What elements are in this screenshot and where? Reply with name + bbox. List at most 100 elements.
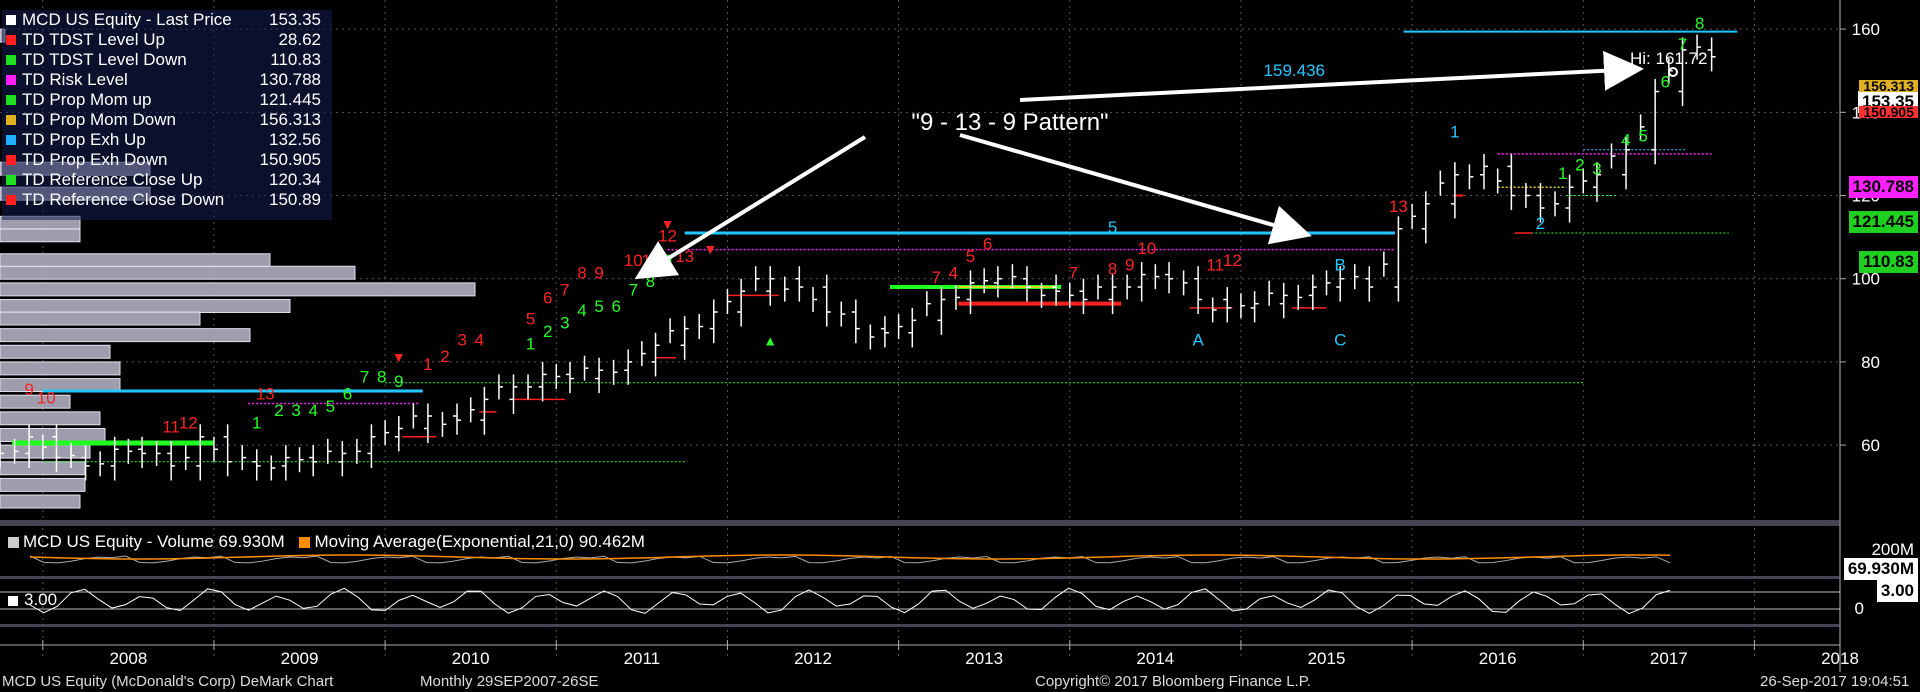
volume-profile-bar [0,265,356,280]
sell-arrow-icon: ▼ [392,349,406,365]
footer-bar: MCD US Equity (McDonald's Corp) DeMark C… [0,672,1920,692]
footer-copyright: Copyright© 2017 Bloomberg Finance L.P. [1035,673,1311,690]
price-tag-tdst-down: 110.83 [1858,251,1918,273]
demark-count: 7 [932,268,941,287]
demark-count: 12 [658,226,677,245]
price-tag-prop-mom-up-text: 121.445 [1852,212,1914,231]
panel-divider [0,624,1840,627]
legend-swatch [6,175,16,185]
demark-count: 1 [1558,164,1567,183]
demark-count: 4 [475,330,484,349]
high-marker [1668,67,1678,77]
legend-value: 110.83 [270,50,321,69]
pattern-annotation: "9 - 13 - 9 Pattern" [911,109,1108,136]
x-tick-label: 2016 [1479,649,1517,668]
demark-count: 2 [440,347,449,366]
legend-value: 153.35 [269,10,321,29]
legend-swatch [6,55,16,65]
legend-value: 156.313 [259,110,321,129]
price-tag-prop-mom-down: 156.313 [1859,79,1918,93]
footer-title: MCD US Equity (McDonald's Corp) DeMark C… [2,673,334,690]
indicator-axis-text: 3.00 [1880,581,1914,600]
volume-swatch [8,537,19,549]
demark-count: 3 [1592,160,1601,179]
demark-count: 8 [1695,14,1704,33]
x-tick-label: 2010 [452,649,490,668]
demark-count: 13 [256,384,275,403]
indicator-axis-tag: 3.00 [1876,580,1918,602]
indicator-swatch [8,595,18,606]
volume-current-tag: 69.930M [1843,558,1918,580]
volume-profile-bar [0,411,101,426]
x-tick-label: 2011 [624,649,661,668]
volume-profile-bar [0,461,86,476]
y-tick-label: 80 [1861,353,1880,372]
demark-count: 8 [646,272,655,291]
demark-count: 11 [162,418,180,437]
indicator-value: 3.00 [24,590,58,609]
legend-value: 121.445 [259,90,321,109]
demark-count: A [1192,330,1204,349]
demark-count: 2 [543,322,552,341]
annotation-arrow [959,133,1312,245]
footer-timestamp: 26-Sep-2017 19:04:51 [1760,673,1910,690]
demark-count: 2 [1536,214,1545,233]
moving-average-label: Moving Average(Exponential,21,0) 90.462M [314,532,645,551]
y-tick-label: 100 [1852,270,1880,289]
demark-count: 5 [966,247,975,266]
demark-count: 3 [457,330,466,349]
high-label: Hi: 161.72 [1630,49,1708,68]
legend-swatch [6,115,16,125]
indicator-axis-zero: 0 [1851,598,1868,620]
legend-label: TD Risk Level [22,70,128,89]
legend-value: 132.56 [269,130,321,149]
demark-count: 1 [423,355,432,374]
x-tick-label: 2015 [1308,649,1346,668]
annotation-arrow [634,135,867,280]
demark-count: 1 [526,334,535,353]
x-tick-label: 2008 [109,649,147,668]
x-tick-label: 2013 [965,649,1003,668]
volume-legend: MCD US Equity - Volume 69.930M Moving Av… [8,532,645,552]
demark-count: 4 [308,401,317,420]
legend-swatch [6,135,16,145]
price-tag-risk: 130.788 [1848,176,1918,198]
volume-profile-bar [0,427,106,442]
demark-count: 4 [577,301,586,320]
price-tag-risk-text: 130.788 [1852,177,1914,196]
legend-label: TD Prop Mom Down [22,110,176,129]
demark-count: 8 [1108,260,1117,279]
demark-count: 7 [560,280,569,299]
legend-value: 150.905 [259,150,321,169]
demark-count: 12 [179,413,198,432]
demark-count: 1 [1450,122,1459,141]
legend-label: TD TDST Level Up [22,30,165,49]
demark-count: 1 [1719,0,1728,4]
x-tick-label: 2014 [1136,649,1174,668]
volume-profile-bar [0,328,251,343]
demark-count: 6 [543,289,552,308]
legend-value: 120.34 [269,170,321,189]
panel-divider [0,576,1840,579]
volume-profile-bar [0,311,201,326]
volume-profile-bar [0,361,121,376]
panel-divider [0,520,1840,526]
sell-arrow-icon: ▼ [703,241,717,257]
legend-swatch [6,95,16,105]
volume-axis-upper: 200M [1867,539,1918,561]
legend-value: 130.788 [259,70,321,89]
legend-swatch [6,15,16,25]
legend-label: MCD US Equity - Last Price [22,10,232,29]
demark-count: 9 [24,380,33,399]
legend-label: TD Prop Exh Up [22,130,146,149]
demark-count: 12 [1223,251,1242,270]
moving-average-line [29,554,1671,560]
demark-count: 10 [624,251,643,270]
demark-count: 6 [343,384,352,403]
x-tick-label: 2017 [1650,649,1688,668]
demark-count: 7 [629,280,638,299]
demark-count: 3 [291,401,300,420]
volume-current-text: 69.930M [1847,559,1914,578]
demark-count: 5 [594,297,603,316]
